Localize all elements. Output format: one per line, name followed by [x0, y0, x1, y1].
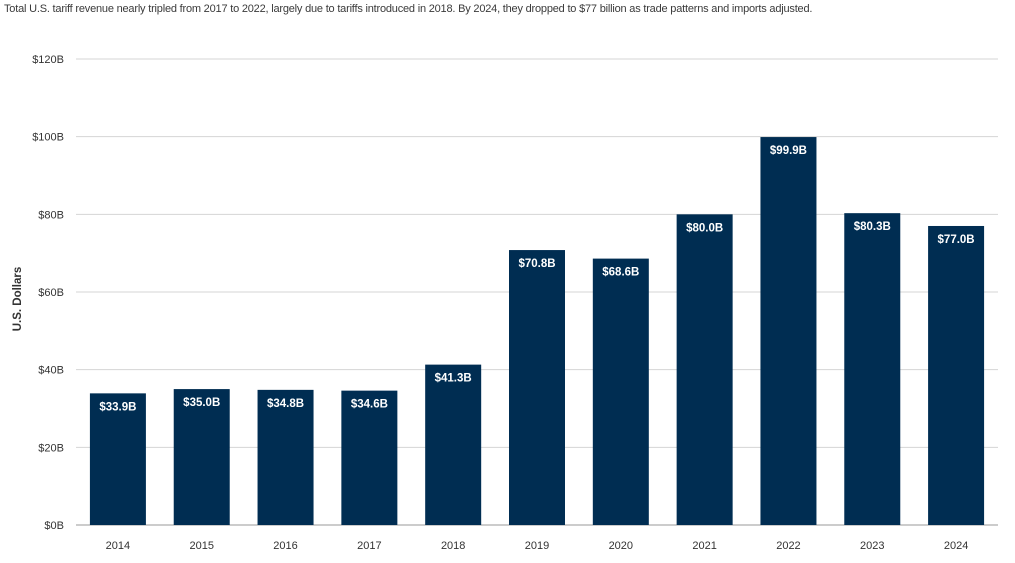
x-tick-label: 2024 [944, 540, 968, 552]
bar [89, 393, 146, 525]
y-tick-label: $120B [32, 54, 64, 66]
x-tick-label: 2019 [525, 540, 549, 552]
bar-data-label: $99.9B [770, 145, 807, 157]
bar [509, 250, 565, 525]
x-tick-label: 2020 [609, 540, 633, 552]
x-tick-label: 2017 [357, 540, 381, 552]
y-tick-label: $60B [38, 287, 64, 299]
bar-data-label: $80.0B [686, 222, 723, 234]
x-tick-label: 2014 [106, 540, 130, 552]
bar-data-label: $41.3B [435, 373, 472, 385]
x-tick-label: 2016 [273, 540, 297, 552]
x-tick-label: 2015 [189, 540, 213, 552]
x-tick-label: 2023 [860, 540, 884, 552]
bar-data-label: $68.6B [602, 267, 639, 279]
y-tick-label: $20B [38, 442, 64, 454]
bar [844, 213, 901, 525]
bars [89, 137, 985, 526]
y-tick-label: $40B [38, 365, 64, 377]
bar [592, 258, 649, 525]
y-tick-label: $0B [44, 520, 64, 532]
y-tick-label: $80B [38, 209, 64, 221]
y-tick-label: $100B [32, 132, 64, 144]
y-axis-ticks: $0B $20B $40B $60B $80B $100B $120B [32, 54, 64, 532]
bar-data-labels: $33.9B $35.0B $34.8B $34.6B $41.3B $70.8B $68.… [99, 145, 974, 413]
bar [928, 225, 985, 525]
bar-data-label: $34.8B [267, 398, 304, 410]
bar-data-label: $70.8B [518, 258, 555, 270]
bar-data-label: $34.6B [351, 399, 388, 411]
x-tick-label: 2022 [776, 540, 800, 552]
bar-data-label: $33.9B [99, 401, 136, 413]
bar-data-label: $77.0B [938, 234, 975, 246]
bar [341, 390, 398, 525]
bar [425, 364, 482, 525]
bar-data-label: $80.3B [854, 221, 891, 233]
x-tick-label: 2018 [441, 540, 465, 552]
y-axis-title: U.S. Dollars [12, 267, 24, 332]
x-axis-ticks: 2014 2015 2016 2017 2018 2019 2020 2021 2022 2023… [106, 540, 969, 552]
bar [760, 137, 817, 525]
bar-data-label: $35.0B [183, 397, 220, 409]
bar [257, 389, 314, 525]
bar [676, 214, 733, 526]
chart-subtitle: Total U.S. tariff revenue nearly tripled… [4, 3, 813, 15]
x-tick-label: 2021 [692, 540, 716, 552]
bar [173, 389, 230, 525]
